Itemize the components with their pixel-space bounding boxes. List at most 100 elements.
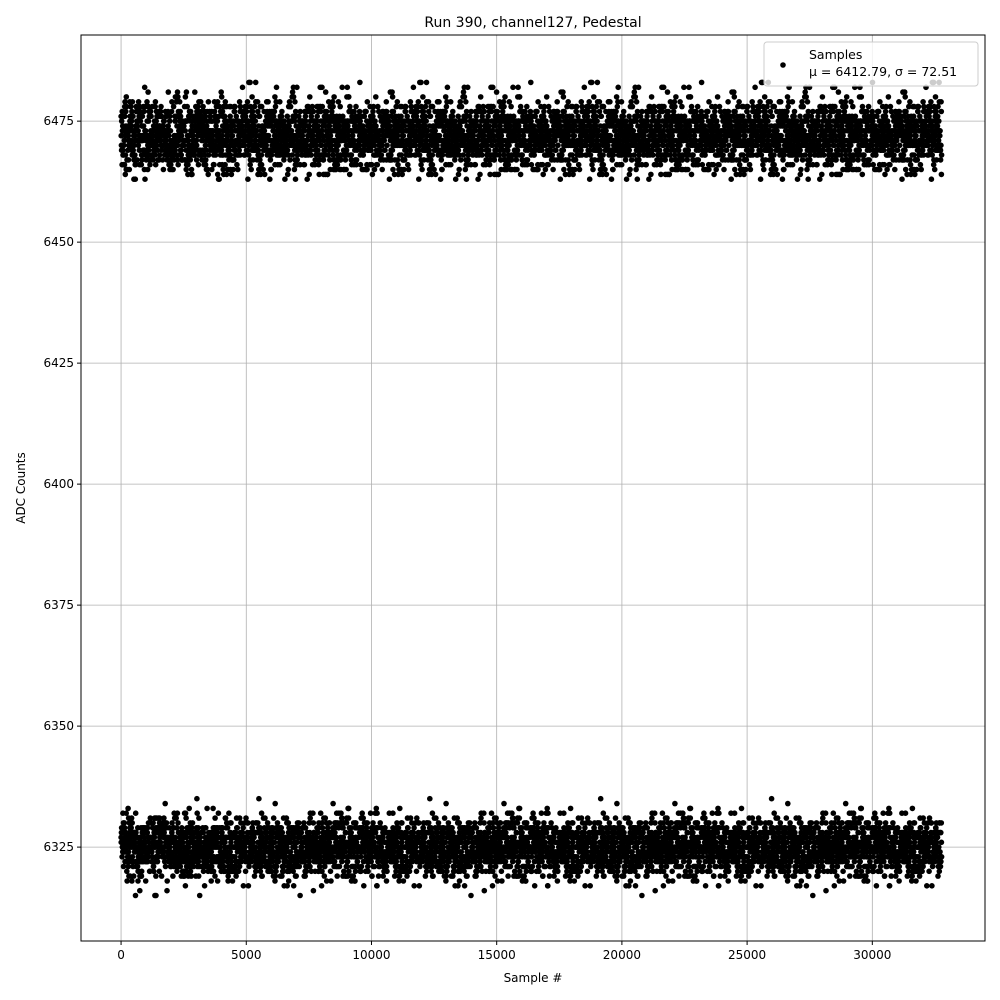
data-point — [514, 166, 520, 173]
data-point — [353, 157, 360, 163]
data-point — [369, 873, 375, 879]
data-point — [478, 863, 484, 870]
data-point — [258, 810, 265, 816]
data-point — [436, 132, 443, 139]
data-point — [344, 84, 351, 91]
data-point — [430, 873, 436, 879]
data-point — [181, 123, 187, 129]
data-point — [218, 147, 225, 153]
data-point — [461, 883, 468, 889]
data-point — [207, 113, 213, 120]
data-point — [125, 849, 132, 855]
data-point — [349, 132, 356, 139]
data-point — [358, 863, 365, 870]
data-point — [227, 152, 234, 158]
data-point — [510, 84, 516, 91]
data-point — [488, 810, 495, 816]
data-point — [131, 142, 137, 149]
data-point — [184, 103, 190, 110]
data-point — [315, 161, 322, 168]
data-point — [432, 171, 439, 178]
data-point — [341, 868, 347, 875]
data-point — [455, 171, 462, 178]
data-point — [427, 795, 433, 802]
data-point — [256, 795, 262, 802]
data-point — [284, 883, 291, 889]
data-point — [447, 99, 454, 105]
data-point — [454, 815, 461, 821]
data-point — [339, 858, 345, 865]
data-point — [135, 128, 141, 134]
data-point — [129, 854, 136, 860]
data-point — [214, 99, 221, 105]
data-point — [384, 142, 390, 149]
data-point — [423, 118, 430, 124]
data-point — [421, 839, 427, 846]
data-point — [523, 878, 529, 884]
data-point — [472, 820, 478, 826]
data-point — [124, 868, 130, 875]
data-point — [470, 132, 477, 139]
data-point — [340, 834, 347, 841]
data-point — [186, 805, 192, 812]
data-point — [477, 171, 483, 178]
data-point — [429, 152, 436, 158]
data-point — [329, 108, 335, 115]
data-point — [486, 161, 493, 168]
data-point — [377, 820, 384, 826]
data-point — [163, 820, 170, 826]
data-point — [465, 157, 471, 163]
data-point — [265, 99, 271, 105]
data-point — [442, 94, 449, 100]
data-point — [261, 171, 268, 178]
data-point — [173, 825, 180, 831]
data-point — [129, 878, 135, 884]
data-point — [129, 108, 135, 115]
data-point — [322, 815, 329, 821]
data-point — [515, 863, 521, 870]
data-point — [189, 820, 196, 826]
data-point — [458, 849, 465, 855]
data-point — [492, 873, 498, 879]
data-point — [224, 825, 231, 831]
data-point — [155, 854, 161, 860]
data-point — [330, 800, 336, 807]
data-point — [267, 157, 274, 163]
data-point — [157, 839, 164, 846]
data-point — [406, 868, 413, 875]
data-point — [481, 820, 487, 826]
data-point — [342, 157, 349, 163]
data-point — [400, 878, 407, 884]
data-point — [394, 157, 401, 163]
data-point — [382, 825, 388, 831]
data-point — [449, 113, 456, 120]
data-point — [351, 137, 357, 144]
data-point — [515, 858, 522, 865]
data-point — [178, 152, 185, 158]
data-point — [202, 113, 209, 120]
data-point — [320, 157, 327, 163]
data-point — [486, 123, 492, 129]
data-point — [290, 94, 297, 100]
data-point — [142, 844, 148, 850]
data-point — [151, 834, 158, 841]
data-point — [398, 113, 404, 120]
data-point — [455, 844, 461, 850]
data-point — [380, 873, 387, 879]
data-point — [222, 815, 229, 821]
data-point — [404, 873, 410, 879]
data-point — [286, 123, 292, 129]
data-point — [306, 123, 312, 129]
data-point — [319, 825, 326, 831]
data-point — [142, 128, 149, 134]
data-point — [123, 108, 129, 115]
data-point — [474, 868, 481, 875]
data-point — [284, 171, 291, 178]
data-point — [436, 99, 442, 105]
data-point — [401, 157, 408, 163]
data-point — [344, 863, 350, 870]
data-point — [497, 839, 504, 846]
data-point — [242, 868, 249, 875]
data-point — [306, 171, 313, 178]
